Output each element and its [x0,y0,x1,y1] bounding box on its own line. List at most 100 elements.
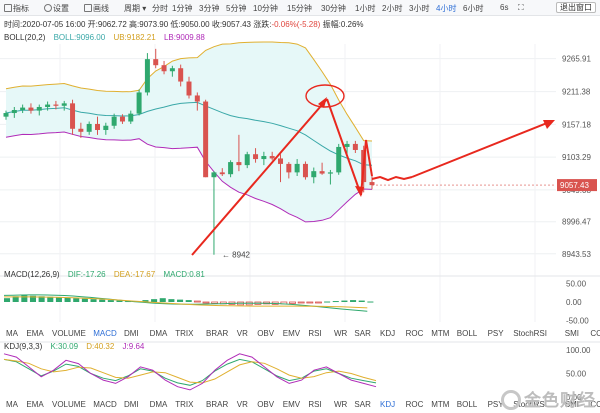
indicator-tab-obv[interactable]: OBV [257,329,275,338]
macd-histogram-bar [332,301,339,303]
boll-title: BOLL(20,2) [4,33,46,42]
candle-body [3,113,9,117]
indicator-tab-dma[interactable]: DMA [149,329,168,338]
indicator-tab-dmi[interactable]: DMI [124,329,139,338]
candle-body [194,95,200,102]
indicator-tab-boll[interactable]: BOLL [456,329,478,338]
period-option[interactable]: 30分钟 [321,4,346,13]
indicator-tab-wr[interactable]: WR [334,329,348,338]
period-option[interactable]: 3分钟 [199,4,220,13]
macd-histogram-bar [107,300,114,302]
current-price-value: 9057.43 [560,181,589,190]
candle-body [144,59,150,93]
indicator-tab-brar[interactable]: BRAR [206,329,229,338]
indicator-tab-cci[interactable]: CCI [590,400,600,409]
period-option[interactable]: 4小时 [436,4,457,13]
macd-histogram-bar [185,300,192,302]
change-value: -0.06%(-5.28) [271,20,321,29]
indicator-tab-volume[interactable]: VOLUME [52,400,86,409]
refresh-rate[interactable]: 6s [500,3,509,12]
period-option[interactable]: 3小时 [409,4,430,13]
indicator-tab-sar[interactable]: SAR [354,400,371,409]
candle-body [128,113,134,122]
candle-body [103,125,109,130]
candle-body [236,162,242,166]
candle-body [28,107,34,111]
indicator-tab-stochrsi[interactable]: StochRSI [513,400,547,409]
indicator-tab-sar[interactable]: SAR [354,329,371,338]
macd-histogram-bar [55,297,62,302]
macd-histogram-bar [350,300,357,302]
indicator-tab-mtm[interactable]: MTM [431,400,450,409]
period-option[interactable]: 10分钟 [253,4,278,13]
indicator-tab-psy[interactable]: PSY [487,400,504,409]
indicator-tab-trix[interactable]: TRIX [175,329,194,338]
indicator-tab-kdj[interactable]: KDJ [380,400,396,409]
indicator-tab-roc[interactable]: ROC [405,329,424,338]
indicator-tab-dma[interactable]: DMA [149,400,168,409]
indicator-tab-brar[interactable]: BRAR [206,400,229,409]
indicator-tab-obv[interactable]: OBV [257,400,275,409]
indicator-tab-smi[interactable]: SMI [564,400,580,409]
macd-dea-value: DEA:-17.67 [113,270,156,279]
macd-axis-label: 50.00 [566,280,587,289]
period-option[interactable]: 6小时 [463,4,484,13]
price-axis-label: 9211.38 [562,88,591,97]
period-option[interactable]: 15分钟 [287,4,312,13]
indicator-tab-kdj[interactable]: KDJ [380,329,396,338]
indicator-tab-rsi[interactable]: RSI [308,400,322,409]
indicator-tab-trix[interactable]: TRIX [175,400,194,409]
indicator-tab-emv[interactable]: EMV [282,329,301,338]
indicator-tab-ema[interactable]: EMA [26,400,44,409]
period-option[interactable]: 5分钟 [226,4,247,13]
indicator-tab-cci[interactable]: CCI [590,329,600,338]
indicator-tab-smi[interactable]: SMI [564,329,580,338]
indicator-tab-vr[interactable]: VR [236,329,248,338]
indicator-tab-macd[interactable]: MACD [93,400,117,409]
indicator-tab-ma[interactable]: MA [6,400,18,409]
indicator-tab-ema[interactable]: EMA [26,329,44,338]
candle-body [78,128,84,132]
indicator-icon [4,4,12,12]
indicator-tab-psy[interactable]: PSY [487,329,504,338]
indicator-tab-ma[interactable]: MA [6,329,18,338]
settings-button[interactable]: 设置 [44,3,69,14]
indicator-tab-wr[interactable]: WR [334,400,348,409]
indicator-tab-dmi[interactable]: DMI [124,400,139,409]
indicator-button[interactable]: 指标 [4,3,29,14]
indicator-tab-macd[interactable]: MACD [93,329,117,338]
exit-window-button[interactable]: 退出窗口 [556,2,596,13]
indicator-tab-vr[interactable]: VR [236,400,248,409]
candle-body [169,68,175,72]
period-option[interactable]: 分时 [152,4,168,13]
macd-histogram-bar [29,295,37,302]
candle-body [70,103,76,129]
candle-body [244,154,250,166]
ohlc-info-bar: 时间:2020-07-05 16:00 开:9062.72 高:9073.90 … [4,20,364,29]
indicator-tab-roc[interactable]: ROC [405,400,424,409]
period-option[interactable]: 1小时 [355,4,376,13]
candle-body [311,171,317,178]
candle-body [111,116,117,126]
period-dropdown[interactable]: 周期 ▾ [124,4,147,13]
kdj-axis-label: 0.00 [566,393,582,402]
draw-line-button[interactable]: 画线 [84,3,109,14]
annotation-arrow-down [326,98,362,196]
kdj-d-value: D:40.32 [86,342,115,351]
period-option[interactable]: 2小时 [382,4,403,13]
period-option[interactable]: 1分钟 [172,4,193,13]
indicator-tab-emv[interactable]: EMV [282,400,301,409]
fullscreen-icon[interactable]: ⛶ [518,3,524,12]
boll-upper-line [5,41,373,142]
indicator-tab-volume[interactable]: VOLUME [52,329,86,338]
macd-histogram-bar [315,301,322,304]
indicator-tab-stochrsi[interactable]: StochRSI [513,329,547,338]
kdj-k-line [3,358,377,386]
indicator-tab-rsi[interactable]: RSI [308,329,322,338]
macd-histogram-bar [90,299,97,302]
macd-dea-line [4,296,368,309]
indicator-tab-mtm[interactable]: MTM [431,329,450,338]
candle-body [61,103,67,106]
indicator-tab-boll[interactable]: BOLL [456,400,478,409]
